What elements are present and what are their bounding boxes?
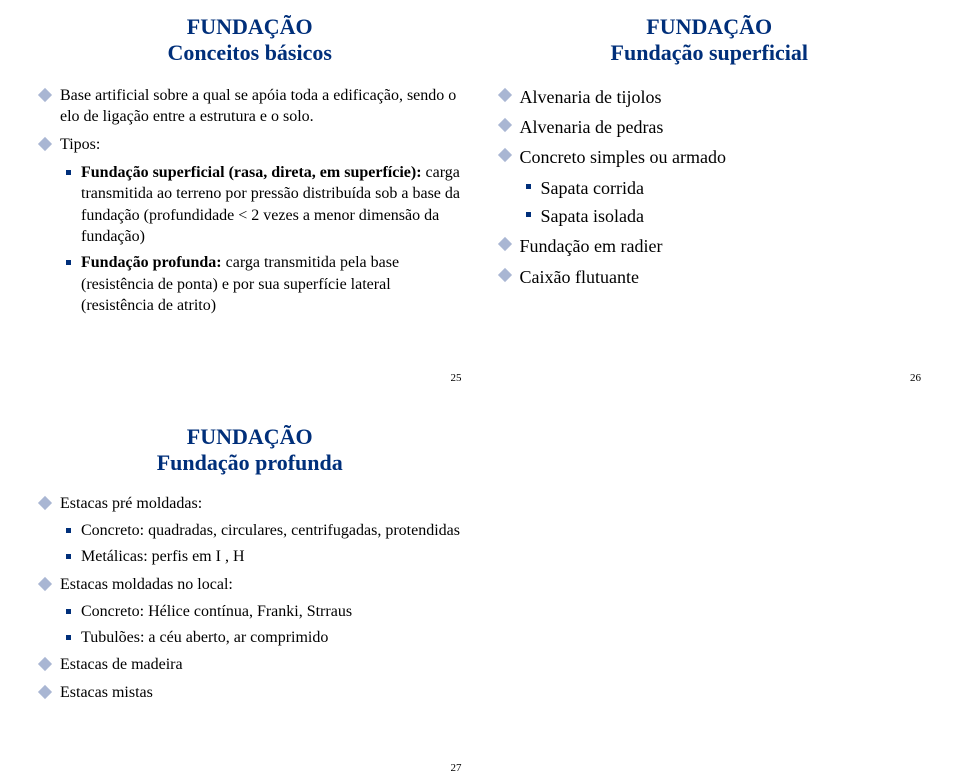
slide-25-title-line2: Conceitos básicos (168, 40, 332, 65)
bullet-marker-l1 (38, 685, 52, 699)
slide-26-title-line1: FUNDAÇÃO (646, 14, 772, 39)
list-item: Concreto: quadradas, circulares, centrif… (66, 520, 462, 542)
list-item-text: Estacas moldadas no local: (60, 574, 462, 596)
bullet-marker-l1 (38, 496, 52, 510)
list-item-text: Concreto simples ou armado (520, 145, 922, 169)
list-item: Alvenaria de tijolos (500, 85, 922, 109)
list-item-text: Tipos: (60, 134, 462, 156)
bullet-marker-l1 (38, 657, 52, 671)
list-item-text: Metálicas: perfis em I , H (81, 546, 462, 568)
slide-25: FUNDAÇÃO Conceitos básicos Base artifici… (20, 14, 480, 384)
bullet-marker-l1 (497, 148, 511, 162)
slide-26-bullets: Alvenaria de tijolos Alvenaria de pedras C… (490, 85, 930, 289)
slide-27-title: FUNDAÇÃO Fundação profunda (30, 424, 470, 477)
bullet-marker-l1 (38, 88, 52, 102)
bullet-marker-l1 (38, 576, 52, 590)
bullet-marker-l2 (66, 170, 71, 175)
top-row: FUNDAÇÃO Conceitos básicos Base artifici… (0, 0, 959, 384)
list-item: Caixão flutuante (500, 265, 922, 289)
slide-27: FUNDAÇÃO Fundação profunda Estacas pré m… (20, 384, 480, 774)
list-item-text: Alvenaria de pedras (520, 115, 922, 139)
bottom-row: FUNDAÇÃO Fundação profunda Estacas pré m… (0, 384, 959, 774)
slide-26: FUNDAÇÃO Fundação superficial Alvenaria … (480, 14, 940, 384)
slide-27-title-line2: Fundação profunda (157, 450, 343, 475)
slide-26-pagenum: 26 (910, 372, 921, 384)
list-item: Estacas moldadas no local: (40, 574, 462, 596)
bullet-marker-l2 (66, 609, 71, 614)
list-item-text: Sapata isolada (541, 204, 922, 228)
list-item-text: Alvenaria de tijolos (520, 85, 922, 109)
list-item-text: Concreto: Hélice contínua, Franki, Strra… (81, 601, 462, 623)
list-item-text: Caixão flutuante (520, 265, 922, 289)
page: FUNDAÇÃO Conceitos básicos Base artifici… (0, 0, 959, 774)
slide-27-bullets: Estacas pré moldadas: Concreto: quadradas… (30, 493, 470, 704)
list-item: Fundação superficial (rasa, direta, em s… (66, 162, 462, 248)
bullet-marker-l2 (526, 212, 531, 217)
list-item-text: Fundação em radier (520, 234, 922, 258)
list-item: Sapata corrida (526, 176, 922, 200)
list-item: Sapata isolada (526, 204, 922, 228)
slide-empty (480, 384, 940, 774)
slide-27-pagenum: 27 (451, 762, 462, 774)
list-item-text: Sapata corrida (541, 176, 922, 200)
list-item-pre: Fundação superficial (rasa, direta, em s… (81, 164, 426, 181)
slide-26-title-line2: Fundação superficial (611, 40, 808, 65)
list-item: Fundação profunda: carga transmitida pel… (66, 252, 462, 317)
slide-25-title-line1: FUNDAÇÃO (187, 14, 313, 39)
bullet-marker-l1 (497, 237, 511, 251)
list-item-text: Estacas mistas (60, 682, 462, 704)
list-item-text: Fundação profunda: carga transmitida pel… (81, 252, 462, 317)
bullet-marker-l2 (66, 554, 71, 559)
list-item-text: Tubulões: a céu aberto, ar comprimido (81, 627, 462, 649)
list-item: Concreto: Hélice contínua, Franki, Strra… (66, 601, 462, 623)
bullet-marker-l2 (66, 528, 71, 533)
list-item-pre: Fundação profunda: (81, 254, 226, 271)
bullet-marker-l2 (66, 260, 71, 265)
slide-25-bullets: Base artificial sobre a qual se apóia to… (30, 85, 470, 317)
bullet-marker-l1 (497, 88, 511, 102)
list-item-text: Concreto: quadradas, circulares, centrif… (81, 520, 462, 542)
slide-25-title: FUNDAÇÃO Conceitos básicos (30, 14, 470, 67)
list-item: Estacas pré moldadas: (40, 493, 462, 515)
list-item: Tubulões: a céu aberto, ar comprimido (66, 627, 462, 649)
list-item: Concreto simples ou armado (500, 145, 922, 169)
list-item: Base artificial sobre a qual se apóia to… (40, 85, 462, 128)
list-item-text: Base artificial sobre a qual se apóia to… (60, 85, 462, 128)
list-item: Alvenaria de pedras (500, 115, 922, 139)
bullet-marker-l1 (38, 137, 52, 151)
list-item-text: Estacas pré moldadas: (60, 493, 462, 515)
list-item-text: Fundação superficial (rasa, direta, em s… (81, 162, 462, 248)
list-item: Estacas mistas (40, 682, 462, 704)
bullet-marker-l1 (497, 118, 511, 132)
bullet-marker-l2 (526, 184, 531, 189)
list-item: Fundação em radier (500, 234, 922, 258)
slide-26-title: FUNDAÇÃO Fundação superficial (490, 14, 930, 67)
list-item: Tipos: (40, 134, 462, 156)
list-item: Estacas de madeira (40, 654, 462, 676)
bullet-marker-l2 (66, 635, 71, 640)
bullet-marker-l1 (497, 267, 511, 281)
list-item: Metálicas: perfis em I , H (66, 546, 462, 568)
slide-25-pagenum: 25 (451, 372, 462, 384)
slide-27-title-line1: FUNDAÇÃO (187, 424, 313, 449)
list-item-text: Estacas de madeira (60, 654, 462, 676)
